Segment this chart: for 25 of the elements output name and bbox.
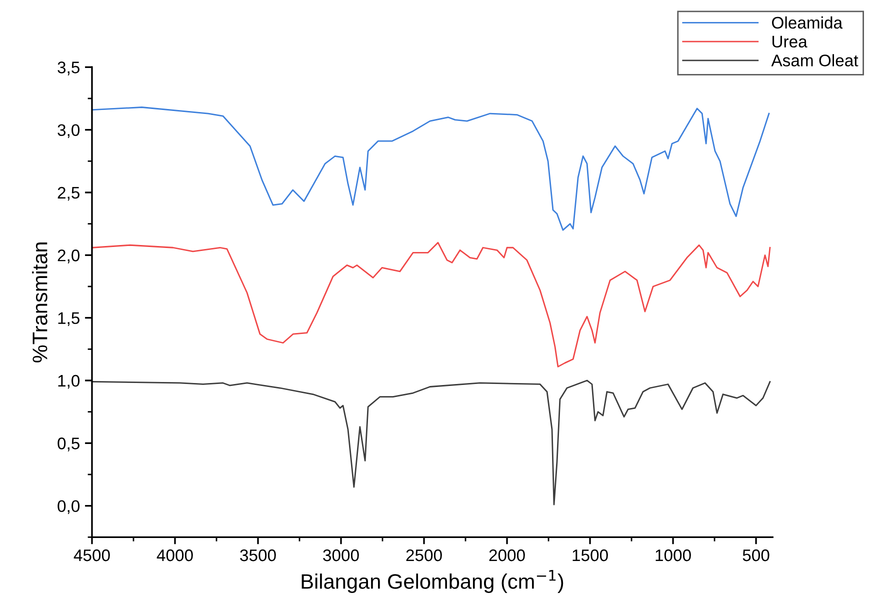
x-tick-label: 2500: [406, 549, 442, 562]
x-tick-label: 2000: [489, 549, 525, 562]
y-tick-label: 0,5: [58, 438, 80, 452]
y-tick-label: 2,0: [58, 250, 80, 264]
x-tick-label: 500: [742, 549, 770, 562]
y-tick-label: 1,0: [58, 374, 80, 389]
x-tick-label: 3000: [323, 549, 359, 562]
y-tick-label: 3,0: [58, 124, 80, 138]
legend-label: Urea: [772, 36, 808, 48]
x-tick-label: 3500: [240, 549, 276, 562]
line-series: [92, 242, 771, 368]
x-tick-label: 1500: [572, 549, 608, 562]
x-tick-label: 4000: [156, 549, 193, 562]
y-tick-label: 3,5: [58, 62, 80, 76]
line-series: [92, 380, 771, 506]
y-axis-title: %Transmitan: [32, 242, 48, 362]
legend-label: Asam Oleat: [771, 54, 858, 66]
y-tick-label: 1,5: [58, 312, 80, 326]
x-tick-label: 1000: [656, 549, 691, 562]
x-axis-title: Bilangan Gelombang (cm$^{−1}$): [302, 570, 564, 593]
x-tick-label: 4500: [74, 549, 110, 562]
line-series: [92, 106, 770, 231]
y-tick-label: 2,5: [58, 186, 80, 201]
y-tick-label: 0,0: [58, 500, 80, 514]
legend-label: Oleamida: [772, 16, 843, 29]
